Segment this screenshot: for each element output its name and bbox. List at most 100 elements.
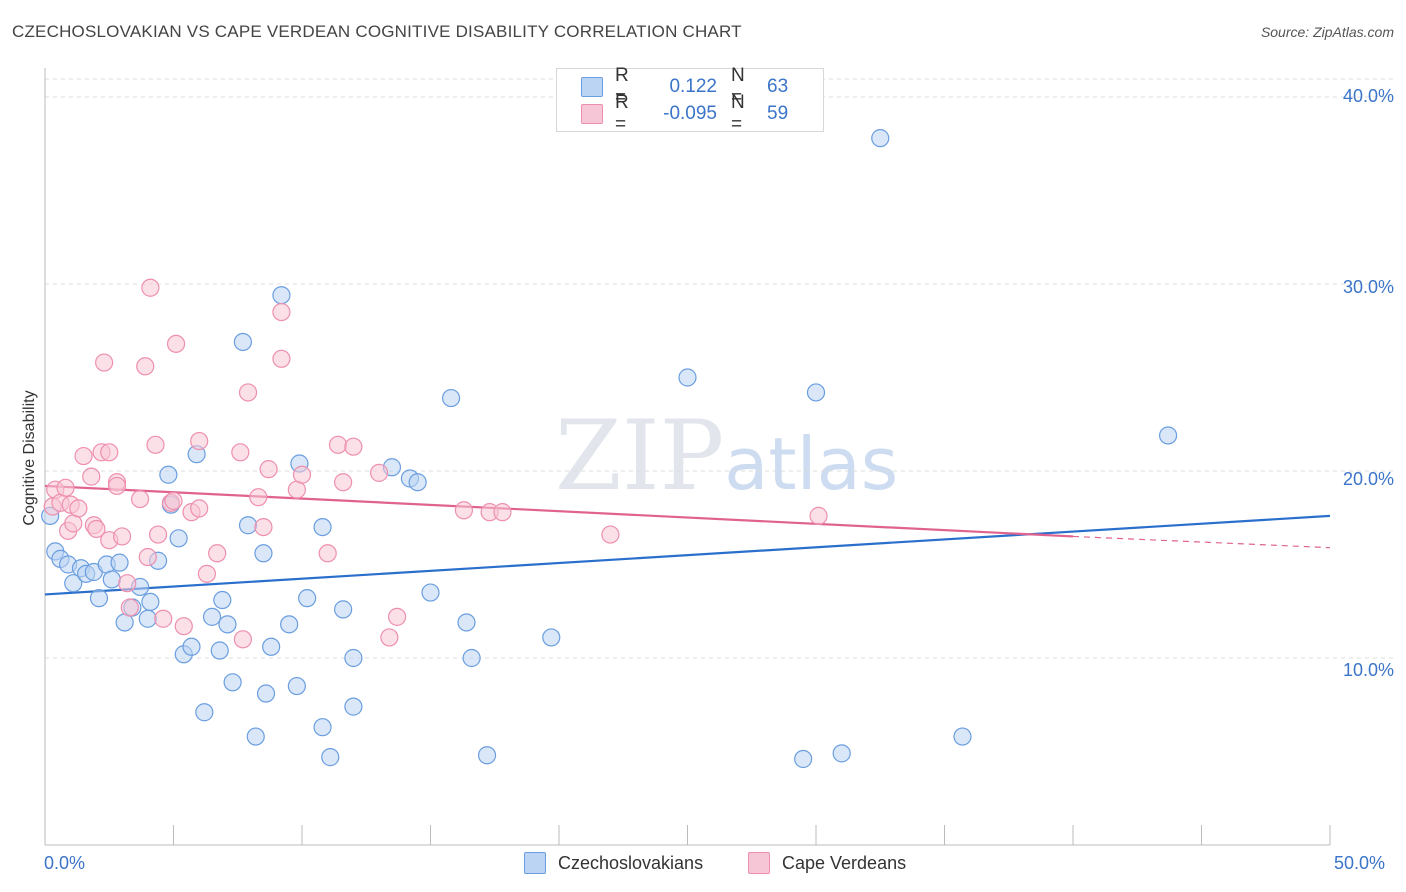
data-point-cape-verdeans (166, 334, 186, 353)
data-point-cape-verdeans (231, 443, 250, 462)
data-point-czechoslovakians (169, 529, 188, 548)
data-point-czechoslovakians (421, 583, 440, 602)
data-point-cape-verdeans (272, 302, 291, 322)
data-point-cape-verdeans (154, 609, 173, 628)
trend-line-cape-verdeans (44, 484, 1074, 538)
data-point-czechoslovakians (321, 748, 340, 767)
data-point-cape-verdeans (601, 525, 620, 544)
correlation-legend: R = 0.122 N = 63 R = -0.095 N = 59 (556, 65, 824, 135)
data-point-cape-verdeans (74, 446, 93, 466)
data-point-cape-verdeans (249, 488, 268, 507)
y-tick-label-30: 30.0% (1342, 277, 1394, 297)
data-point-cape-verdeans (259, 460, 278, 479)
legend-n-label: N = (731, 65, 745, 108)
data-point-cape-verdeans (493, 503, 512, 522)
data-point-czechoslovakians (462, 648, 481, 668)
watermark-atlas: atlas (724, 422, 899, 506)
legend-n-value: 63 (767, 76, 789, 97)
y-tick-label-20: 20.0% (1342, 469, 1394, 489)
legend-r-value: -0.095 (663, 103, 717, 124)
data-point-czechoslovakians (313, 718, 332, 737)
legend-row-czechoslovakians: R = 0.122 N = 63 (581, 65, 789, 108)
data-point-cape-verdeans (190, 431, 209, 451)
data-point-czechoslovakians (287, 676, 306, 696)
legend-n-value: 59 (767, 103, 789, 124)
data-point-czechoslovakians (138, 609, 157, 628)
y-tick-label-10: 10.0% (1342, 660, 1394, 680)
data-point-czechoslovakians (102, 570, 121, 589)
data-point-czechoslovakians (832, 744, 851, 763)
data-point-czechoslovakians (678, 368, 697, 387)
data-point-czechoslovakians (280, 615, 299, 634)
data-point-cape-verdeans (141, 278, 160, 297)
data-point-czechoslovakians (344, 648, 363, 668)
data-point-czechoslovakians (457, 613, 476, 632)
y-tick-label-40: 40.0% (1342, 86, 1394, 106)
data-point-czechoslovakians (344, 697, 363, 716)
data-point-czechoslovakians (806, 383, 826, 402)
data-point-czechoslovakians (233, 332, 252, 352)
legend-r-label: R = (615, 65, 629, 108)
data-point-cape-verdeans (208, 544, 227, 563)
data-point-czechoslovakians (254, 544, 273, 563)
data-point-czechoslovakians (256, 684, 276, 703)
series-legend-czechoslovakians: Czechoslovakians (524, 852, 703, 874)
data-point-czechoslovakians (272, 286, 291, 305)
data-point-cape-verdeans (272, 349, 291, 368)
data-point-cape-verdeans (120, 598, 139, 617)
data-point-cape-verdeans (318, 544, 337, 563)
x-tick-label-max: 50.0% (1334, 853, 1386, 873)
data-point-cape-verdeans (334, 473, 353, 492)
data-point-cape-verdeans (387, 607, 407, 626)
watermark-zip: ZIP (555, 400, 725, 512)
data-point-czechoslovakians (159, 465, 178, 484)
data-point-czechoslovakians (542, 628, 561, 647)
data-point-czechoslovakians (477, 746, 497, 765)
data-point-cape-verdeans (254, 517, 273, 537)
data-point-cape-verdeans (95, 353, 114, 372)
data-point-cape-verdeans (136, 357, 155, 376)
data-point-cape-verdeans (328, 435, 348, 454)
data-point-czechoslovakians (298, 589, 317, 608)
data-point-cape-verdeans (454, 501, 474, 520)
watermark: ZIPatlas (555, 400, 898, 512)
data-point-czechoslovakians (182, 637, 201, 656)
data-point-cape-verdeans (87, 519, 106, 539)
data-point-czechoslovakians (210, 641, 229, 660)
data-point-cape-verdeans (190, 499, 209, 518)
legend-swatch-pink (581, 104, 603, 124)
data-point-cape-verdeans (164, 491, 183, 511)
data-point-czechoslovakians (441, 388, 461, 408)
data-point-czechoslovakians (794, 749, 813, 769)
data-point-cape-verdeans (100, 443, 119, 462)
data-point-czechoslovakians (223, 673, 242, 692)
data-point-czechoslovakians (246, 727, 265, 746)
chart-title: CZECHOSLOVAKIAN VS CAPE VERDEAN COGNITIV… (12, 22, 742, 41)
trend-line-czechoslovakians (44, 514, 1331, 596)
data-point-czechoslovakians (408, 473, 427, 492)
trend-line-extrapolated (1072, 535, 1331, 549)
data-point-czechoslovakians (871, 129, 890, 148)
data-point-cape-verdeans (370, 463, 389, 482)
data-point-cape-verdeans (197, 564, 217, 583)
data-point-czechoslovakians (334, 600, 353, 619)
data-point-cape-verdeans (233, 630, 252, 649)
data-point-cape-verdeans (292, 465, 312, 484)
data-point-cape-verdeans (69, 499, 88, 518)
data-point-czechoslovakians (141, 592, 160, 612)
data-point-czechoslovakians (213, 590, 232, 610)
series-swatch-blue (524, 852, 546, 874)
data-point-cape-verdeans (56, 478, 75, 497)
series-label: Cape Verdeans (782, 852, 907, 873)
data-point-czechoslovakians (64, 574, 83, 593)
data-point-cape-verdeans (138, 547, 157, 567)
data-point-cape-verdeans (344, 437, 363, 456)
series-swatch-pink (748, 852, 770, 874)
legend-swatch-blue (581, 77, 603, 97)
data-point-czechoslovakians (238, 516, 258, 535)
data-point-czechoslovakians (202, 607, 222, 626)
data-point-cape-verdeans (174, 617, 193, 636)
series-label: Czechoslovakians (558, 852, 704, 873)
data-point-cape-verdeans (238, 383, 258, 402)
